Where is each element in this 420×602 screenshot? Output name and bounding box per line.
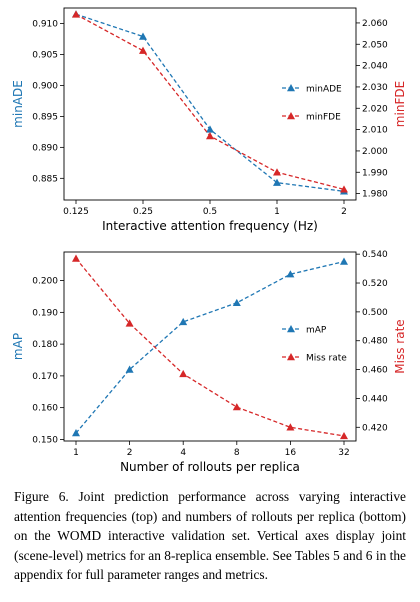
y-left-tick-label: 0.180 <box>32 340 58 350</box>
x-tick-label: 2 <box>341 207 347 217</box>
legend-marker <box>287 84 295 92</box>
y-right-tick-label: 0.480 <box>362 337 388 347</box>
y-right-tick-label: 0.500 <box>362 308 388 318</box>
data-point <box>72 10 80 18</box>
x-tick-label: 16 <box>285 448 297 458</box>
y-right-tick-label: 2.000 <box>362 147 388 157</box>
data-point <box>72 429 80 437</box>
legend-label: mAP <box>306 326 327 336</box>
data-point <box>179 369 188 378</box>
y-left-tick-label: 0.900 <box>32 81 58 91</box>
data-point <box>179 317 188 326</box>
series-line-miss-rate <box>75 258 345 437</box>
y-right-tick-label: 2.050 <box>362 40 388 50</box>
y-left-tick-label: 0.910 <box>32 19 58 29</box>
y-right-axis-label: minFDE <box>393 81 407 127</box>
y-right-tick-label: 0.540 <box>362 250 388 260</box>
y-left-axis-label: mAP <box>11 333 25 360</box>
series-line-map <box>75 260 345 434</box>
data-point <box>125 365 134 373</box>
series-line-minade <box>75 13 345 192</box>
x-axis-label: Interactive attention frequency (Hz) <box>102 219 318 233</box>
x-axis-label: Number of rollouts per replica <box>120 460 300 474</box>
data-point <box>340 431 348 440</box>
y-right-tick-label: 2.030 <box>362 83 388 93</box>
data-point <box>273 168 281 176</box>
data-point <box>139 32 147 40</box>
x-tick-label: 4 <box>180 448 186 458</box>
y-right-tick-label: 0.440 <box>362 394 388 404</box>
y-right-tick-label: 2.010 <box>362 126 388 136</box>
x-tick-label: 0.125 <box>63 207 89 217</box>
data-point <box>125 319 134 327</box>
data-point <box>273 178 281 186</box>
y-right-tick-label: 2.060 <box>362 19 388 29</box>
x-tick-label: 2 <box>127 448 133 458</box>
chart-2: 1 2 4 8 16 32 Number of rollouts per replica 0.… <box>11 250 407 474</box>
x-tick-label: 0.5 <box>203 207 217 217</box>
x-tick-label: 8 <box>234 448 240 458</box>
y-right-tick-label: 2.040 <box>362 62 388 72</box>
legend-label: minADE <box>306 85 342 95</box>
data-point <box>206 125 214 133</box>
plot-frame <box>63 251 357 442</box>
x-tick-label: 0.25 <box>133 207 153 217</box>
y-left-tick-label: 0.885 <box>32 174 58 184</box>
legend-label: minFDE <box>306 113 341 123</box>
data-point <box>72 254 80 262</box>
x-tick-label: 32 <box>338 448 349 458</box>
y-right-axis-label: Miss rate <box>393 319 407 373</box>
y-right-tick-label: 0.520 <box>362 279 388 289</box>
y-left-tick-label: 0.160 <box>32 404 58 414</box>
data-point <box>232 298 241 307</box>
legend-label: Miss rate <box>306 354 347 364</box>
y-right-tick-label: 1.990 <box>362 168 388 178</box>
legend-marker <box>287 325 295 333</box>
data-point <box>286 423 295 431</box>
legend-marker <box>287 353 295 361</box>
data-point <box>286 270 295 278</box>
y-left-tick-label: 0.190 <box>32 308 58 318</box>
x-tick-label: 1 <box>274 207 280 217</box>
y-left-axis-label: minADE <box>11 80 25 128</box>
y-right-tick-label: 1.980 <box>362 190 388 200</box>
y-left-tick-label: 0.170 <box>32 372 58 382</box>
y-left-tick-label: 0.200 <box>32 277 58 287</box>
x-tick-label: 1 <box>73 448 79 458</box>
series-line-minfde <box>75 13 345 190</box>
data-point <box>206 132 214 140</box>
legend-marker <box>287 112 295 120</box>
y-left-tick-label: 0.895 <box>32 112 58 122</box>
figure-caption: Figure 6. Joint prediction performance a… <box>14 489 406 583</box>
y-left-tick-label: 0.150 <box>32 435 58 445</box>
data-point <box>232 403 241 411</box>
data-point <box>340 257 348 265</box>
y-right-tick-label: 2.020 <box>362 104 388 114</box>
chart-1: 0.125 0.25 0.5 1 2 Interactive attention freq… <box>11 7 407 233</box>
data-point <box>340 185 348 193</box>
data-point <box>139 46 147 54</box>
plot-frame <box>63 7 357 201</box>
y-right-tick-label: 0.460 <box>362 366 388 376</box>
y-left-tick-label: 0.890 <box>32 143 58 153</box>
y-left-tick-label: 0.905 <box>32 50 58 60</box>
y-right-tick-label: 0.420 <box>362 423 388 433</box>
